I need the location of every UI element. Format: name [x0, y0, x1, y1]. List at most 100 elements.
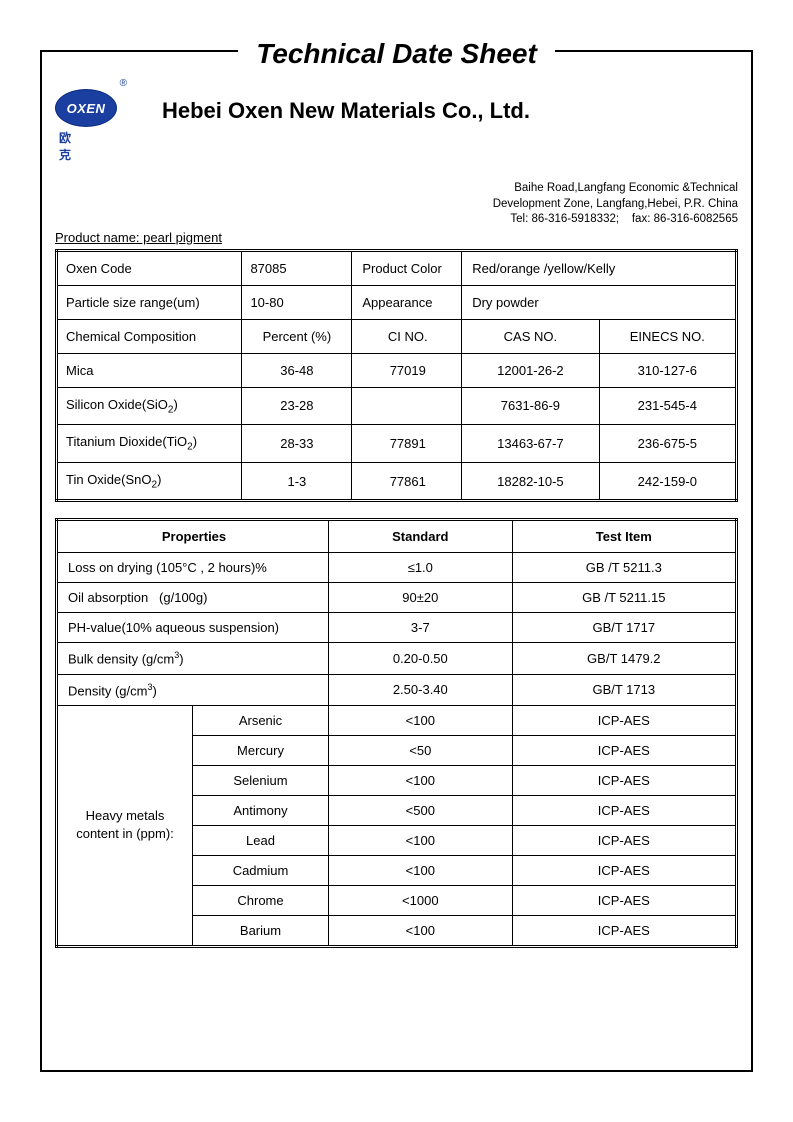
cell: ICP-AES: [512, 765, 736, 795]
cell: 87085: [242, 250, 352, 285]
cell: ICP-AES: [512, 825, 736, 855]
table-row: Loss on drying (105°C , 2 hours)%≤1.0GB …: [57, 553, 737, 583]
cell: Barium: [193, 915, 329, 946]
address-line1: Baihe Road,Langfang Economic &Technical: [55, 181, 738, 197]
cell: Chemical Composition: [57, 319, 242, 353]
cell: [352, 387, 462, 425]
cell: ICP-AES: [512, 885, 736, 915]
cell: Product Color: [352, 250, 462, 285]
cell: <100: [329, 825, 513, 855]
cell: Lead: [193, 825, 329, 855]
cell: 236-675-5: [599, 425, 736, 463]
doc-title: Technical Date Sheet: [238, 38, 555, 70]
address-line2: Development Zone, Langfang,Hebei, P.R. C…: [55, 197, 738, 213]
table-row: Oil absorption (g/100g)90±20GB /T 5211.1…: [57, 583, 737, 613]
cell: PH-value(10% aqueous suspension): [57, 613, 329, 643]
cell: 3-7: [329, 613, 513, 643]
heavy-metals-label: Heavy metalscontent in (ppm):: [57, 705, 193, 946]
col-test: Test Item: [512, 520, 736, 553]
cell: ICP-AES: [512, 915, 736, 946]
cell: Appearance: [352, 285, 462, 319]
title-wrap: Technical Date Sheet: [0, 38, 793, 70]
cell: Cadmium: [193, 855, 329, 885]
cell: 231-545-4: [599, 387, 736, 425]
cell: <100: [329, 765, 513, 795]
cell: 28-33: [242, 425, 352, 463]
cell: Percent (%): [242, 319, 352, 353]
cell: Mica: [57, 353, 242, 387]
cell: Dry powder: [462, 285, 737, 319]
cell: 77019: [352, 353, 462, 387]
cell: <100: [329, 705, 513, 735]
cell: GB/T 1717: [512, 613, 736, 643]
header-row: ® OXEN 欧 克 Hebei Oxen New Materials Co.,…: [55, 80, 738, 163]
cell: Tin Oxide(SnO2): [57, 462, 242, 501]
cell: Titanium Dioxide(TiO2): [57, 425, 242, 463]
cell: 0.20-0.50: [329, 643, 513, 674]
cell: GB /T 5211.15: [512, 583, 736, 613]
cell: Chrome: [193, 885, 329, 915]
cell: 13463-67-7: [462, 425, 599, 463]
table-row: PH-value(10% aqueous suspension)3-7GB/T …: [57, 613, 737, 643]
cell: CI NO.: [352, 319, 462, 353]
product-name: Product name: pearl pigment: [55, 230, 738, 245]
table-row: Particle size range(um) 10-80 Appearance…: [57, 285, 737, 319]
table-row: Heavy metalscontent in (ppm):Arsenic<100…: [57, 705, 737, 735]
cell: 18282-10-5: [462, 462, 599, 501]
cell: ICP-AES: [512, 735, 736, 765]
cell: Antimony: [193, 795, 329, 825]
address: Baihe Road,Langfang Economic &Technical …: [55, 181, 738, 228]
cell: ICP-AES: [512, 795, 736, 825]
cell: EINECS NO.: [599, 319, 736, 353]
table-row: Chemical Composition Percent (%) CI NO. …: [57, 319, 737, 353]
cell: <50: [329, 735, 513, 765]
cell: <100: [329, 855, 513, 885]
cell: CAS NO.: [462, 319, 599, 353]
table-row: Oxen Code 87085 Product Color Red/orange…: [57, 250, 737, 285]
table-row: Titanium Dioxide(TiO2)28-337789113463-67…: [57, 425, 737, 463]
composition-table: Oxen Code 87085 Product Color Red/orange…: [55, 249, 738, 503]
table-row: Silicon Oxide(SiO2)23-28 7631-86-9231-545…: [57, 387, 737, 425]
properties-table: Properties Standard Test Item Loss on dr…: [55, 518, 738, 948]
cell: 23-28: [242, 387, 352, 425]
cell: 77891: [352, 425, 462, 463]
cell: GB /T 5211.3: [512, 553, 736, 583]
cell: Silicon Oxide(SiO2): [57, 387, 242, 425]
table-row: Tin Oxide(SnO2)1-37786118282-10-5242-159…: [57, 462, 737, 501]
cell: 77861: [352, 462, 462, 501]
cell: Selenium: [193, 765, 329, 795]
cell: 12001-26-2: [462, 353, 599, 387]
cell: 2.50-3.40: [329, 674, 513, 705]
col-properties: Properties: [57, 520, 329, 553]
cell: ≤1.0: [329, 553, 513, 583]
logo-reg: ®: [55, 78, 127, 89]
cell: <500: [329, 795, 513, 825]
col-standard: Standard: [329, 520, 513, 553]
cell: Mercury: [193, 735, 329, 765]
cell: ICP-AES: [512, 705, 736, 735]
cell: 10-80: [242, 285, 352, 319]
logo-cn: 欧 克: [59, 129, 127, 163]
table-row: Density (g/cm3)2.50-3.40GB/T 1713: [57, 674, 737, 705]
logo: ® OXEN 欧 克: [55, 80, 127, 163]
table-head-row: Properties Standard Test Item: [57, 520, 737, 553]
cell: 242-159-0: [599, 462, 736, 501]
cell: Red/orange /yellow/Kelly: [462, 250, 737, 285]
cell: GB/T 1479.2: [512, 643, 736, 674]
cell: Loss on drying (105°C , 2 hours)%: [57, 553, 329, 583]
cell: <1000: [329, 885, 513, 915]
table-row: Mica36-487701912001-26-2310-127-6: [57, 353, 737, 387]
cell: Density (g/cm3): [57, 674, 329, 705]
company-name: Hebei Oxen New Materials Co., Ltd.: [162, 98, 738, 124]
cell: ICP-AES: [512, 855, 736, 885]
cell: Bulk density (g/cm3): [57, 643, 329, 674]
cell: Particle size range(um): [57, 285, 242, 319]
cell: 310-127-6: [599, 353, 736, 387]
cell: 7631-86-9: [462, 387, 599, 425]
logo-icon: OXEN: [55, 89, 117, 127]
cell: 1-3: [242, 462, 352, 501]
cell: <100: [329, 915, 513, 946]
content: ® OXEN 欧 克 Hebei Oxen New Materials Co.,…: [55, 80, 738, 948]
address-line3: Tel: 86-316-5918332; fax: 86-316-6082565: [55, 212, 738, 228]
cell: GB/T 1713: [512, 674, 736, 705]
